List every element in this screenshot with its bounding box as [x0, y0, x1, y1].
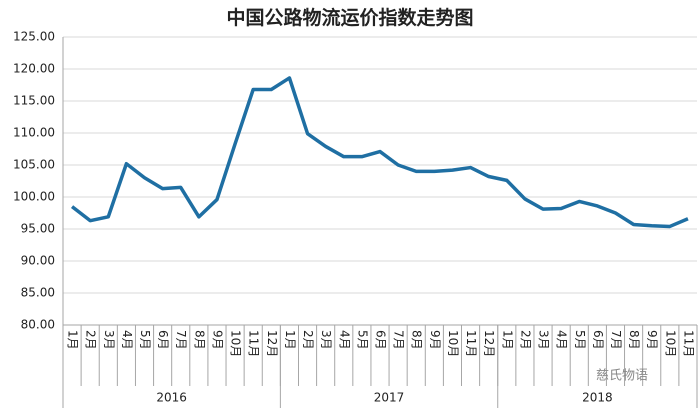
x-tick-label: 9月 — [210, 330, 224, 350]
x-tick-label: 10月 — [663, 330, 677, 357]
x-tick-label: 12月 — [265, 330, 279, 357]
x-tick-label: 2月 — [301, 330, 315, 350]
y-tick-label: 125.00 — [13, 30, 55, 44]
y-tick-label: 100.00 — [13, 190, 55, 204]
x-tick-label: 2月 — [84, 330, 98, 350]
x-tick-label: 3月 — [102, 330, 116, 350]
x-tick-label: 6月 — [591, 330, 605, 350]
y-tick-label: 90.00 — [21, 254, 55, 268]
y-tick-label: 85.00 — [21, 286, 55, 300]
group-label: 2017 — [374, 391, 405, 405]
x-tick-label: 1月 — [500, 330, 514, 350]
x-tick-label: 4月 — [120, 330, 134, 350]
x-tick-label: 2月 — [518, 330, 532, 350]
x-tick-label: 11月 — [464, 330, 478, 357]
x-tick-label: 8月 — [627, 330, 641, 350]
x-tick-label: 12月 — [482, 330, 496, 357]
x-tick-label: 9月 — [645, 330, 659, 350]
x-tick-label: 4月 — [555, 330, 569, 350]
x-tick-label: 8月 — [192, 330, 206, 350]
x-tick-label: 3月 — [537, 330, 551, 350]
watermark: 慈氏物语 — [596, 369, 648, 384]
x-tick-label: 9月 — [428, 330, 442, 350]
x-tick-label: 7月 — [609, 330, 623, 350]
x-tick-label: 10月 — [229, 330, 243, 357]
x-tick-label: 8月 — [410, 330, 424, 350]
x-tick-label: 10月 — [446, 330, 460, 357]
x-tick-label: 5月 — [355, 330, 369, 350]
x-tick-label: 5月 — [138, 330, 152, 350]
y-tick-label: 110.00 — [13, 126, 55, 140]
x-tick-label: 6月 — [156, 330, 170, 350]
y-tick-label: 105.00 — [13, 158, 55, 172]
data-line — [70, 76, 689, 229]
y-tick-label: 80.00 — [21, 318, 55, 332]
y-tick-label: 95.00 — [21, 222, 55, 236]
x-tick-label: 7月 — [174, 330, 188, 350]
x-tick-label: 6月 — [374, 330, 388, 350]
y-tick-label: 120.00 — [13, 62, 55, 76]
x-tick-label: 5月 — [573, 330, 587, 350]
x-tick-label: 1月 — [283, 330, 297, 350]
x-tick-label: 4月 — [337, 330, 351, 350]
group-label: 2016 — [156, 391, 187, 405]
chart-title: 中国公路物流运价指数走势图 — [226, 6, 473, 29]
x-tick-label: 11月 — [247, 330, 261, 357]
x-tick-label: 1月 — [66, 330, 80, 350]
y-tick-label: 115.00 — [13, 94, 55, 108]
x-tick-label: 11月 — [681, 330, 695, 357]
group-label: 2018 — [582, 391, 613, 405]
x-tick-label: 3月 — [319, 330, 333, 350]
x-tick-label: 7月 — [392, 330, 406, 350]
